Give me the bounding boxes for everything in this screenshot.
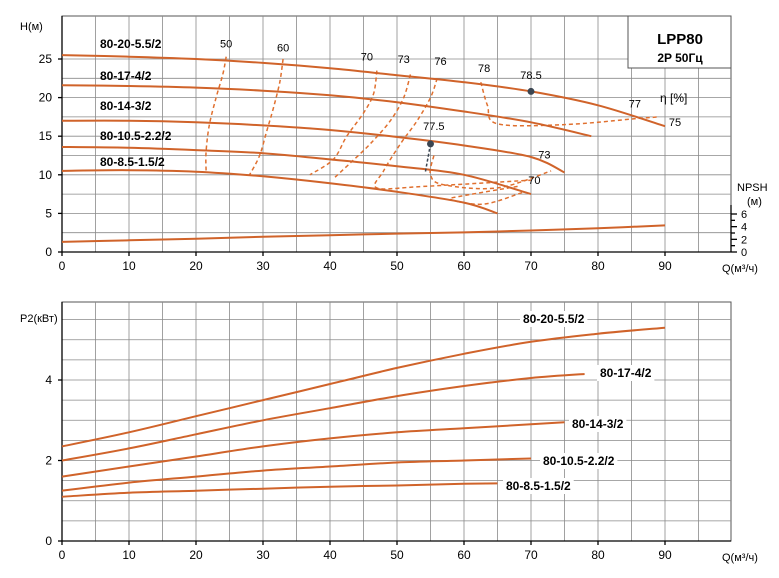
power-y-label: P2(кВт) [20,313,58,325]
head-x-tick-label: 10 [122,259,136,273]
head-curve-80-17-4/2 [61,84,592,138]
head-x-tick-label: 50 [390,259,404,273]
power-series-label: 80-10.5-2.2/2 [543,454,615,468]
head-x-tick-label: 60 [457,259,471,273]
power-curve-80-8.5-1.5/2 [61,482,498,498]
power-x-tick-label: 60 [457,548,471,562]
power-x-tick-label: 0 [59,548,66,562]
head-series-label: 80-14-3/2 [100,99,152,113]
power-curve-80-10.5-2.2/2 [61,457,532,492]
head-y-tick-label: 15 [39,129,53,143]
power-flow-chart: 0 10 20 30 40 50 60 70 80 90 0 2 4 P2(кВт) Q(м³/ч) 80-2… [20,301,758,564]
power-series-label: 80-8.5-1.5/2 [506,479,571,493]
power-x-tick-label: 70 [524,548,538,562]
power-series-label: 80-17-4/2 [600,366,652,380]
head-x-tick-label: 70 [524,259,538,273]
head-y-tick-label: 25 [39,52,53,66]
head-flow-chart: 0 10 20 30 40 50 60 70 80 900510152025H(м)Q(м³/ч)… [20,15,768,275]
eta-label: η [%] [660,91,687,105]
head-curve-80-20-5.5/2 [61,54,666,128]
head-x-tick-label: 80 [591,259,605,273]
chart-subtitle: 2P 50Гц [657,51,703,65]
npsh-tick-label: 6 [741,209,747,221]
efficiency-contour [309,70,378,176]
efficiency-contour [373,78,532,190]
head-curve-80-10.5-2.2/2 [61,146,532,196]
npsh-tick-label: 0 [741,247,747,259]
power-curve-80-17-4/2 [61,373,585,462]
head-series-label: 80-10.5-2.2/2 [100,129,172,143]
best-efficiency-point [527,87,535,95]
head-series-label: 80-17-4/2 [100,69,152,83]
power-x-tick-label: 80 [591,548,605,562]
chart-title: LPP80 [657,31,703,48]
power-curve-80-20-5.5/2 [61,326,666,448]
power-curve-80-14-3/2 [61,421,565,478]
npsh-unit-label: (м) [747,196,762,208]
head-x-label: Q(м³/ч) [722,263,758,275]
efficiency-label: 70 [528,175,540,187]
power-y-tick-label: 0 [45,534,52,548]
head-x-tick-label: 30 [256,259,270,273]
efficiency-label: 77.5 [423,121,444,133]
head-x-tick-label: 90 [658,259,672,273]
efficiency-label: 78.5 [520,70,541,82]
head-y-tick-label: 0 [45,245,52,259]
title-box [627,15,732,69]
efficiency-contour [332,74,412,180]
head-y-tick-label: 20 [39,91,53,105]
power-x-label: Q(м³/ч) [722,552,758,564]
power-x-tick-label: 30 [256,548,270,562]
power-series-label: 80-20-5.5/2 [523,312,585,326]
power-y-tick-label: 2 [45,454,52,468]
efficiency-contour [248,58,284,176]
head-curve-80-14-3/2 [61,119,565,174]
efficiency-label: 60 [277,42,289,54]
power-series-label-bg [597,365,655,381]
npsh-label: NPSH [737,182,768,194]
power-series-label-bg [520,311,588,327]
efficiency-label: 78 [478,63,490,75]
efficiency-label: 50 [220,38,232,50]
head-y-tick-label: 5 [45,206,52,220]
efficiency-contour [205,56,227,171]
head-curve-80-8.5-1.5/2 [61,169,498,215]
power-series-label: 80-14-3/2 [572,417,624,431]
power-series-label-bg [503,478,574,494]
npsh-curve [61,224,666,243]
head-x-tick-label: 40 [323,259,337,273]
power-y-tick-label: 4 [45,373,52,387]
power-x-tick-label: 40 [323,548,337,562]
head-series-label: 80-8.5-1.5/2 [100,155,165,169]
power-series-label-bg [569,416,627,432]
power-x-tick-label: 10 [122,548,136,562]
efficiency-label: 76 [434,56,446,68]
efficiency-label: 77 [629,99,641,111]
power-series-label-bg [540,453,618,469]
efficiency-label: 70 [361,52,373,64]
power-x-tick-label: 90 [658,548,672,562]
power-x-tick-label: 50 [390,548,404,562]
npsh-tick-label: 4 [741,222,747,234]
head-plot-frame [61,15,732,253]
head-x-tick-label: 20 [189,259,203,273]
power-x-tick-label: 20 [189,548,203,562]
npsh-tick-label: 2 [741,234,747,246]
efficiency-label: 75 [669,117,681,129]
head-y-label: H(м) [20,21,43,33]
head-x-tick-label: 0 [59,259,66,273]
efficiency-label: 73 [398,54,410,66]
efficiency-label: 73 [538,150,550,162]
head-series-label: 80-20-5.5/2 [100,37,162,51]
head-y-tick-label: 10 [39,168,53,182]
